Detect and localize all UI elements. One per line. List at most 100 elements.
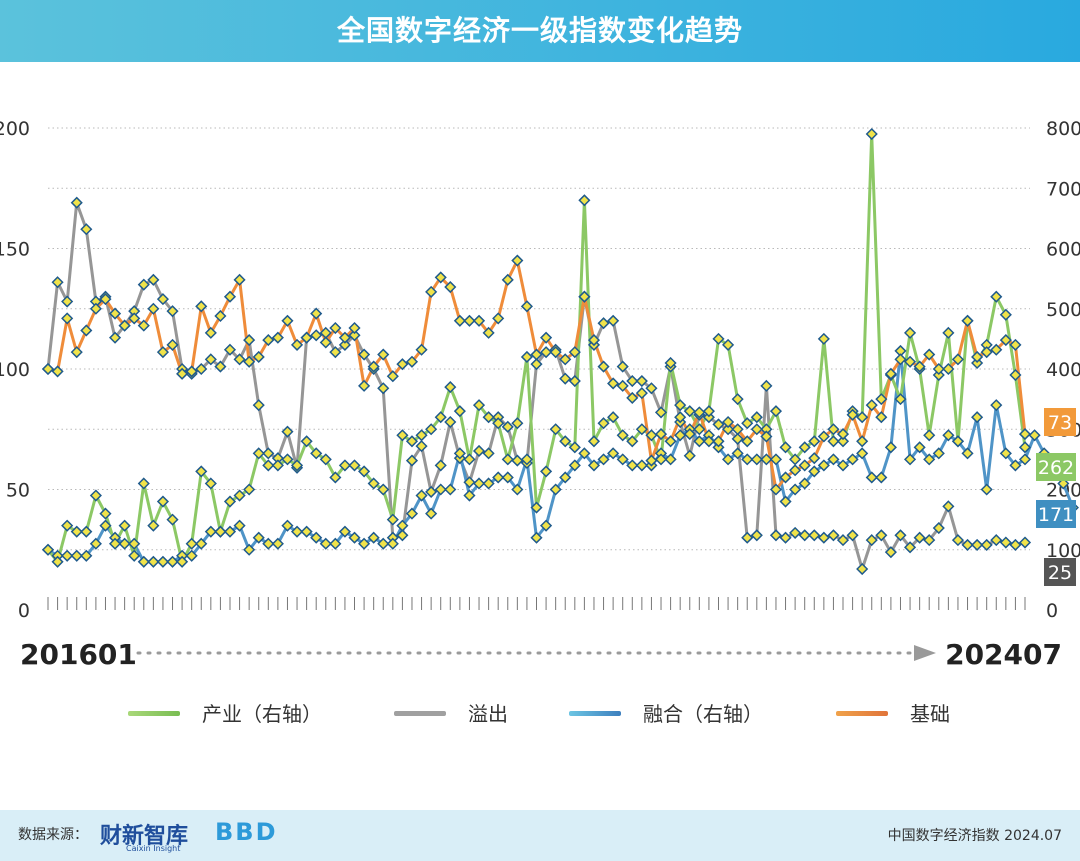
- data-point: [147, 273, 160, 286]
- data-point: [358, 465, 371, 478]
- data-point: [789, 526, 802, 539]
- publication-label: 中国数字经济指数 2024.07: [887, 828, 1062, 844]
- data-point: [568, 374, 581, 388]
- data-point: [463, 453, 476, 466]
- chart-title: 全国数字经济一级指数变化趋势: [336, 14, 743, 47]
- data-point: [338, 331, 351, 344]
- data-point: [1009, 338, 1022, 351]
- data-point: [635, 374, 648, 388]
- data-point: [511, 254, 524, 267]
- y-right-tick-label: 400: [1046, 359, 1080, 381]
- data-point: [195, 362, 208, 376]
- data-point: [990, 399, 1003, 412]
- data-point: [779, 441, 792, 454]
- data-point: [482, 326, 495, 339]
- data-point: [70, 525, 83, 538]
- data-point: [587, 334, 601, 347]
- data-point: [367, 477, 380, 490]
- data-point: [1028, 429, 1041, 442]
- data-point: [626, 374, 639, 388]
- data-point: [616, 379, 629, 392]
- data-point: [875, 471, 888, 484]
- data-point: [980, 483, 993, 496]
- data-point: [597, 317, 610, 330]
- data-point: [348, 329, 361, 342]
- legend-label: 融合（右轴）: [643, 702, 763, 726]
- data-point: [166, 338, 179, 351]
- legend-swatch: [394, 711, 446, 716]
- data-point: [358, 379, 371, 392]
- data-point: [99, 507, 112, 520]
- data-point: [463, 476, 476, 489]
- data-point: [990, 290, 1003, 303]
- data-point: [262, 537, 275, 550]
- data-point: [463, 314, 476, 327]
- data-point: [367, 360, 380, 373]
- data-point: [645, 429, 658, 442]
- data-point: [80, 549, 93, 562]
- line-chart: 0501001502000100200300400500600700800732…: [0, 118, 1080, 726]
- data-point: [654, 406, 668, 419]
- data-point: [501, 453, 514, 466]
- data-point: [108, 307, 122, 320]
- data-point: [559, 372, 572, 385]
- data-point: [405, 355, 419, 368]
- data-point: [195, 465, 208, 478]
- data-point: [233, 353, 246, 366]
- data-point: [41, 543, 55, 556]
- legend-label: 基础: [910, 702, 950, 726]
- data-point: [137, 477, 150, 490]
- data-point: [894, 529, 907, 542]
- data-point: [865, 534, 878, 547]
- data-point: [808, 452, 821, 465]
- data-point: [166, 555, 179, 568]
- data-point: [587, 435, 601, 448]
- data-point: [405, 507, 419, 520]
- data-point: [300, 331, 313, 344]
- data-point: [434, 411, 447, 424]
- data-point: [923, 534, 936, 547]
- data-point: [607, 447, 620, 460]
- data-point: [779, 471, 792, 484]
- data-point: [942, 429, 955, 442]
- data-point: [262, 334, 275, 347]
- data-point: [396, 429, 409, 442]
- data-point: [654, 428, 668, 441]
- data-point: [472, 399, 486, 412]
- time-arrow-head: [914, 645, 936, 661]
- data-point: [214, 525, 227, 538]
- data-point: [951, 435, 965, 448]
- data-point: [578, 290, 591, 303]
- data-point: [252, 447, 265, 460]
- data-point: [1018, 441, 1032, 454]
- y-right-tick-label: 600: [1046, 239, 1080, 261]
- data-point: [319, 336, 332, 349]
- data-point: [41, 362, 55, 376]
- data-point: [444, 483, 457, 496]
- data-point: [712, 435, 725, 448]
- data-point: [971, 538, 984, 551]
- data-point: [817, 459, 830, 472]
- data-point: [185, 365, 198, 378]
- data-point: [271, 331, 284, 344]
- data-point: [865, 471, 878, 484]
- data-point: [789, 483, 802, 496]
- data-point: [750, 529, 763, 542]
- data-point: [156, 346, 170, 359]
- end-value-label: 25: [1048, 562, 1072, 584]
- data-point: [434, 483, 447, 496]
- data-point: [108, 331, 122, 344]
- data-point: [329, 537, 342, 550]
- data-point: [836, 534, 850, 547]
- data-point: [520, 350, 533, 364]
- data-point: [923, 348, 936, 361]
- data-point: [501, 420, 514, 433]
- data-point: [540, 331, 553, 344]
- data-point: [185, 549, 198, 562]
- data-point: [846, 408, 859, 421]
- data-point: [405, 454, 419, 467]
- data-point: [750, 411, 763, 424]
- data-point: [827, 453, 840, 466]
- data-point: [89, 302, 102, 315]
- data-point: [932, 521, 945, 535]
